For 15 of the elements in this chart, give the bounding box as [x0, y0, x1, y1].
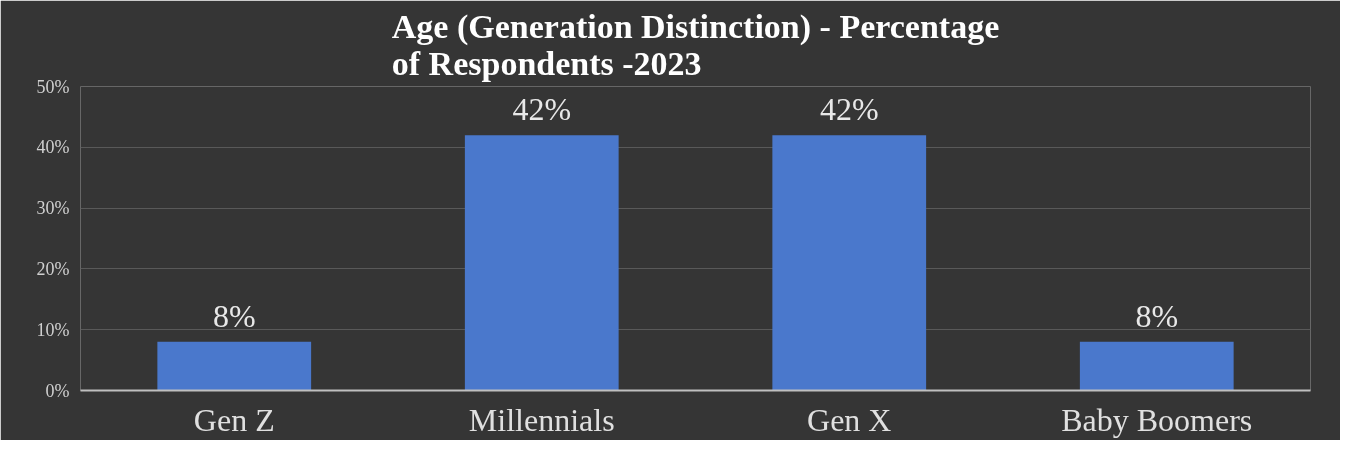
- y-tick-label: 20%: [36, 258, 70, 279]
- y-tick-label: 40%: [36, 137, 70, 158]
- chart-title: Age (Generation Distinction) - Percentage of Respondents -2023: [391, 7, 1000, 82]
- y-tick-label: 0%: [45, 380, 70, 401]
- data-label: 42%: [512, 91, 572, 128]
- x-tick-label: Baby Boomers: [1061, 401, 1253, 438]
- y-tick-label: 30%: [36, 198, 70, 219]
- x-tick-label: Gen X: [807, 401, 892, 438]
- x-tick-label: Gen Z: [193, 401, 275, 438]
- y-tick-label: 10%: [36, 319, 70, 340]
- x-tick-label: Millennials: [468, 401, 615, 438]
- y-tick-label: 50%: [36, 76, 70, 97]
- data-label: 8%: [212, 297, 256, 334]
- data-label: 42%: [819, 91, 879, 128]
- data-label: 8%: [1135, 297, 1179, 334]
